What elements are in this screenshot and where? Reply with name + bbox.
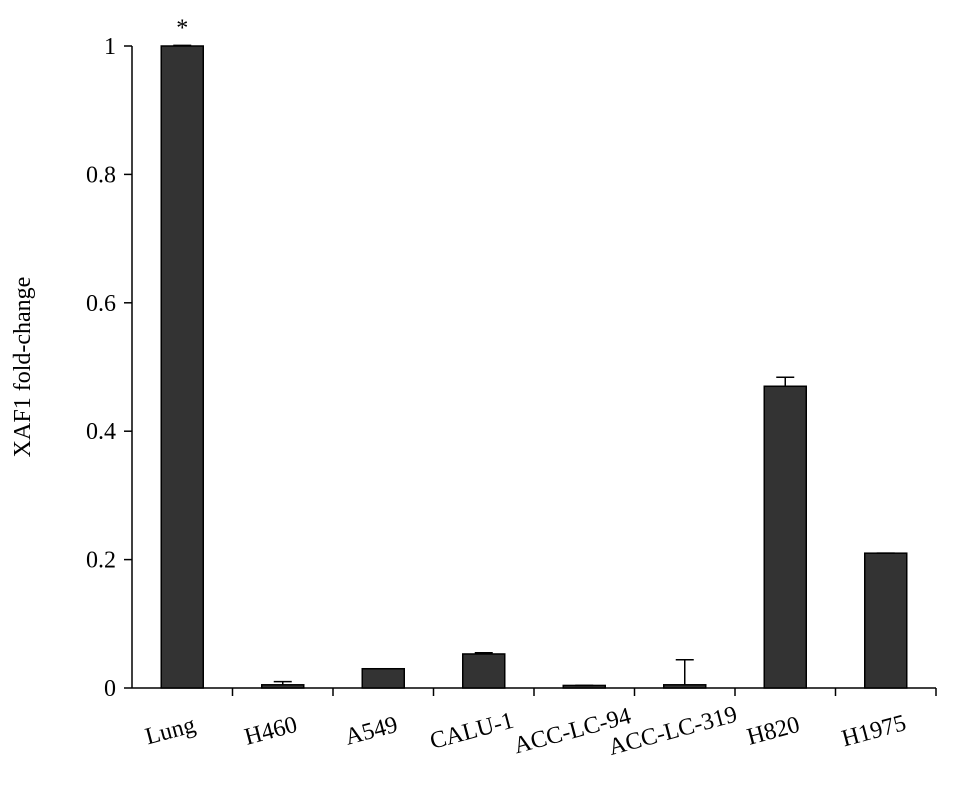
y-tick-label: 0 (104, 676, 116, 702)
y-tick-label: 1 (104, 34, 116, 60)
bar (663, 684, 707, 689)
x-tick-label: A549 (342, 712, 400, 751)
x-tick-label: H1975 (839, 710, 909, 752)
error-bar (474, 651, 493, 654)
annotation: * (176, 15, 188, 41)
y-tick-label: 0.8 (86, 162, 116, 188)
error-bar (675, 659, 694, 685)
error-bar (173, 44, 192, 47)
y-tick-label: 0.4 (86, 419, 116, 445)
y-tick-label: 0.2 (86, 548, 116, 574)
x-tick-label: H460 (242, 712, 300, 751)
bar (361, 667, 405, 689)
error-bar (273, 680, 292, 685)
bar (160, 45, 204, 689)
bar (763, 385, 807, 689)
x-tick-label: Lung (143, 712, 199, 750)
bar (462, 653, 506, 689)
x-tick-label: H820 (744, 712, 802, 751)
bar (864, 552, 908, 689)
bar (261, 684, 305, 689)
y-tick-label: 0.6 (86, 291, 116, 317)
error-bar (776, 376, 795, 387)
x-tick-label: CALU-1 (427, 708, 516, 755)
y-axis-label: XAF1 fold-change (10, 277, 36, 458)
